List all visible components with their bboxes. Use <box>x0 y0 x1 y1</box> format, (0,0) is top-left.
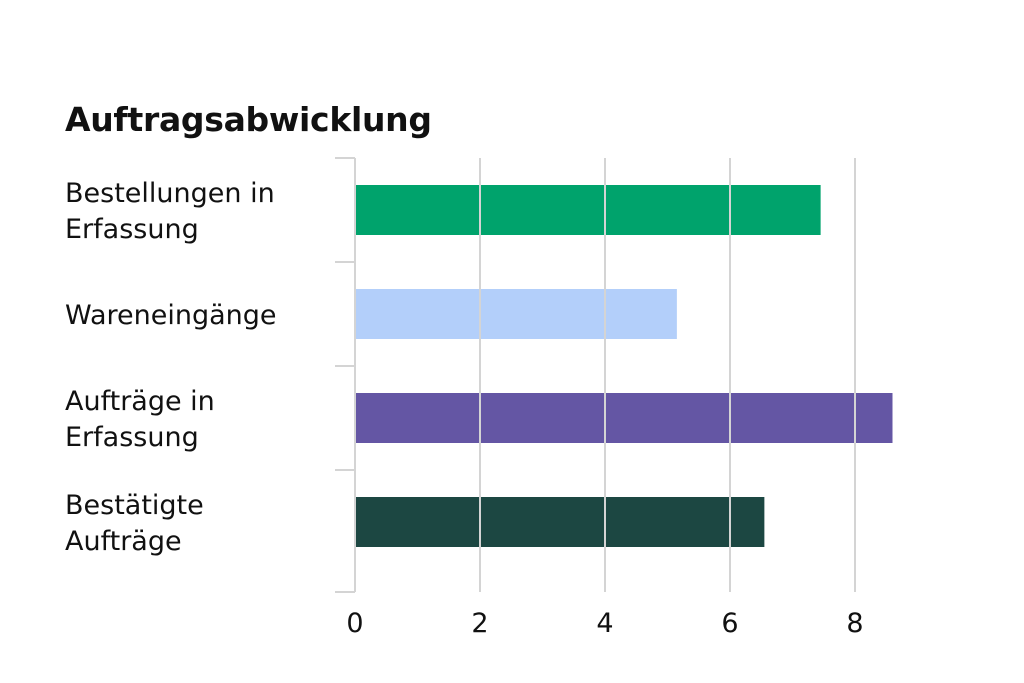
category-label-2: Wareneingänge <box>65 300 277 331</box>
labels-layer: 0 2 4 6 8 Bestellungen in Erfassung Wareneingän… <box>65 178 864 639</box>
x-tick-label-2: 2 <box>471 608 488 639</box>
axis-layer <box>335 157 356 593</box>
x-tick-label-4: 4 <box>596 608 613 639</box>
bar-2 <box>355 289 677 339</box>
chart-title: Auftragsabwicklung <box>65 100 432 139</box>
grid-layer <box>479 158 856 592</box>
x-tick-label-8: 8 <box>846 608 863 639</box>
bar-4 <box>355 497 765 547</box>
x-tick-label-0: 0 <box>346 608 363 639</box>
bar-1 <box>355 185 821 235</box>
category-label-3: Aufträge in Erfassung <box>65 386 215 453</box>
category-label-1: Bestellungen in Erfassung <box>65 178 275 245</box>
bars-layer <box>355 185 893 547</box>
category-label-4: Bestätigte Aufträge <box>65 490 204 557</box>
x-tick-label-6: 6 <box>721 608 738 639</box>
bar-3 <box>355 393 893 443</box>
